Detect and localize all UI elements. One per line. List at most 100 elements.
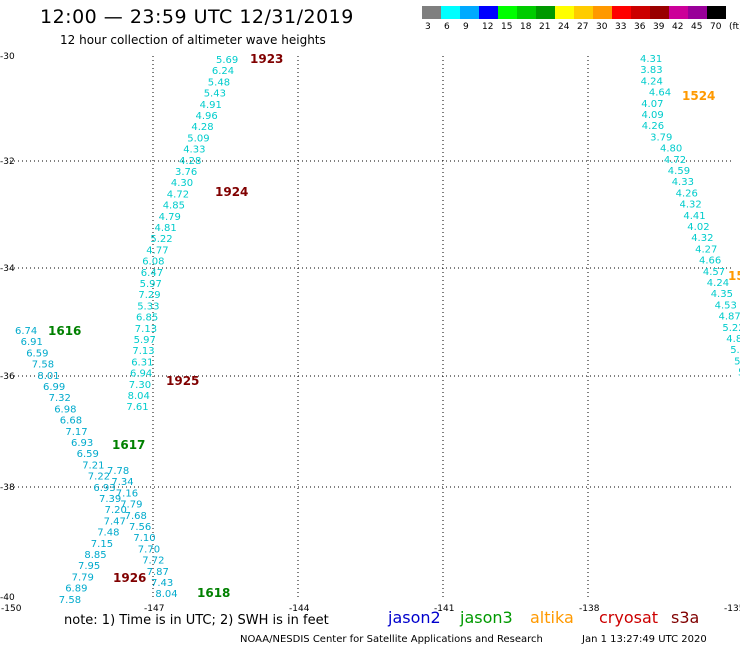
colorbar-swatch (669, 6, 688, 19)
satellite-s3a: s3a (671, 608, 700, 627)
colorbar-label: 24 (558, 22, 570, 32)
wave-height-value: 7.87 (147, 567, 169, 578)
colorbar-swatch (631, 6, 650, 19)
wave-height-value: 6.74 (15, 326, 37, 337)
lon-tick-label: -141 (434, 604, 454, 614)
wave-height-value: 5.09 (187, 133, 209, 144)
colorbar-swatch (574, 6, 593, 19)
wave-height-value: 7.30 (129, 380, 151, 391)
wave-height-value: 7.61 (126, 402, 148, 413)
wave-height-value: 7.48 (97, 528, 119, 539)
wave-height-value: 4.28 (179, 156, 201, 167)
colorbar-label: 12 (482, 22, 494, 32)
colorbar-swatch (498, 6, 517, 19)
wave-height-value: 5.33 (137, 301, 159, 312)
pass-time-label: 1616 (48, 324, 81, 338)
note-text: note: 1) Time is in UTC; 2) SWH is in fe… (64, 613, 329, 628)
wave-height-value: 7.79 (120, 500, 142, 511)
wave-height-value: 4.33 (183, 145, 205, 156)
colorbar-label: 45 (691, 22, 703, 32)
colorbar-swatch (536, 6, 555, 19)
wave-height-value: 5.97 (134, 335, 156, 346)
pass-time-label: 1524 (682, 89, 715, 103)
colorbar-label: 36 (634, 22, 646, 32)
wave-height-value: 4.32 (680, 200, 702, 211)
wave-height-value: 6.94 (130, 369, 152, 380)
wave-height-value: 4.33 (672, 177, 694, 188)
footer-timestamp: Jan 1 13:27:49 UTC 2020 (582, 634, 707, 645)
wave-height-value: 4.79 (159, 212, 181, 223)
lon-tick-label: -147 (144, 604, 164, 614)
wave-height-value: 4.66 (699, 256, 721, 267)
pass-time-label: 1923 (250, 52, 283, 66)
wave-height-value: 7.13 (132, 346, 154, 357)
wave-height-value: 7.34 (111, 477, 133, 488)
lat-tick-label: -36 (0, 372, 15, 382)
wave-height-value: 6.59 (26, 348, 48, 359)
wave-height-value: 4.80 (660, 144, 682, 155)
colorbar-label: 18 (520, 22, 532, 32)
colorbar-swatch (612, 6, 631, 19)
satellite-jason3: jason3 (460, 608, 513, 627)
wave-height-value: 4.96 (196, 111, 218, 122)
wave-height-value: 6.93 (71, 438, 93, 449)
wave-height-value: 3.76 (175, 167, 197, 178)
wave-height-value: 7.15 (91, 539, 113, 550)
pass-time-label: 1926 (113, 571, 146, 585)
satellite-jason2: jason2 (388, 608, 441, 627)
wave-height-value: 7.16 (116, 488, 138, 499)
lon-tick-label: -150 (1, 604, 22, 614)
wave-height-value: 7.17 (65, 427, 87, 438)
wave-height-value: 5.48 (208, 77, 230, 88)
lat-tick-label: -38 (0, 483, 15, 493)
colorbar-label: 9 (463, 22, 469, 32)
wave-height-value: 4.32 (691, 233, 713, 244)
wave-height-value: 4.02 (687, 222, 709, 233)
wave-height-value: 3.83 (640, 65, 662, 76)
wave-height-value: 7.20 (105, 505, 127, 516)
wave-height-value: 7.70 (138, 544, 160, 555)
map-title: 12:00 — 23:59 UTC 12/31/2019 (40, 6, 354, 28)
wave-height-value: 7.78 (107, 466, 129, 477)
wave-height-value: 7.68 (125, 511, 147, 522)
satellite-altika: altika (530, 608, 574, 627)
wave-height-value: 7.58 (32, 360, 54, 371)
wave-height-value: 4.72 (167, 189, 189, 200)
wave-height-value: 5.69 (216, 55, 238, 66)
lon-tick-label: -144 (289, 604, 310, 614)
wave-height-value: 8.04 (128, 391, 150, 402)
wave-height-value: 4.27 (695, 244, 717, 255)
colorbar-swatch (555, 6, 574, 19)
wave-height-value: 4.57 (703, 267, 725, 278)
map-subtitle: 12 hour collection of altimeter wave hei… (60, 33, 326, 47)
wave-height-value: 4.8 (726, 334, 740, 345)
pass-time-label: 1924 (215, 185, 248, 199)
wave-height-value: 7.79 (72, 572, 94, 583)
colorbar-swatch (593, 6, 612, 19)
wave-height-value: 4.26 (642, 121, 664, 132)
wave-height-value: 5.43 (204, 89, 226, 100)
satellite-cryosat: cryosat (599, 608, 659, 627)
wave-height-value: 4.81 (155, 223, 177, 234)
pass-time-label: 1618 (197, 586, 230, 600)
colorbar-label: 30 (596, 22, 608, 32)
wave-height-value: 6.98 (54, 404, 76, 415)
wave-height-value: 4.31 (640, 54, 662, 65)
wave-height-value: 4.09 (642, 110, 664, 121)
wave-height-value: 7.43 (151, 578, 173, 589)
wave-height-value: 4.72 (664, 155, 686, 166)
wave-height-value: 4.24 (641, 76, 663, 87)
colorbar-label: 42 (672, 22, 684, 32)
wave-height-value: 4.53 (715, 300, 737, 311)
wave-height-value: 7.47 (104, 516, 126, 527)
colorbar-swatch (460, 6, 479, 19)
wave-height-value: 8.04 (155, 589, 177, 600)
colorbar-label: 39 (653, 22, 665, 32)
wave-height-value: 7.39 (99, 494, 121, 505)
colorbar-label: 3 (425, 22, 431, 32)
wave-height-value: 7.72 (142, 556, 164, 567)
pass-time-label: 15 (728, 269, 740, 283)
wave-height-value: 4.59 (668, 166, 690, 177)
wave-height-value: 5 (738, 368, 740, 379)
